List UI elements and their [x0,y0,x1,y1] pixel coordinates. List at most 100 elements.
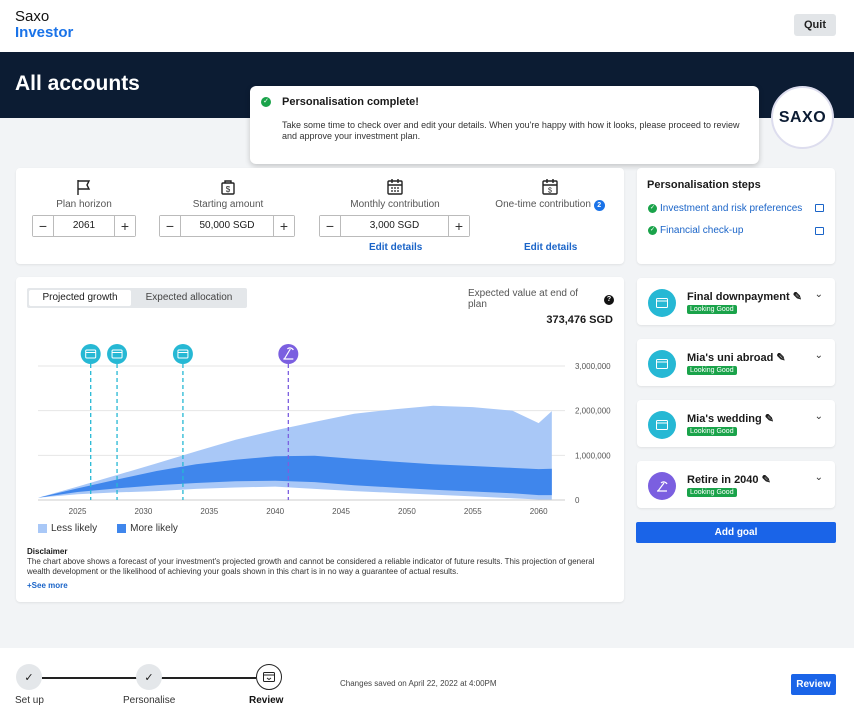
help-icon[interactable]: ? [604,295,614,305]
tab-expected-allocation[interactable]: Expected allocation [145,292,233,303]
chevron-down-icon[interactable]: ⌄ [814,411,823,422]
disclaimer-text: The chart above shows a forecast of your… [27,557,595,576]
legend-more-likely: More likely [130,523,178,534]
check-icon: ✓ [648,226,657,235]
plan-horizon-label: Plan horizon [56,199,112,210]
chevron-down-icon[interactable]: ⌄ [814,472,823,483]
y-tick-label: 1,000,000 [575,451,611,460]
plan-horizon-value[interactable]: 2061 [53,216,115,236]
tab-projected-growth[interactable]: Projected growth [29,290,131,306]
starting-amount-stepper[interactable]: − 50,000 SGD + [159,215,295,237]
status-badge: Looking Good [687,366,737,375]
goal-card-final-downpayment[interactable]: Final downpayment ✎ Looking Good ⌄ [637,278,835,325]
chevron-down-icon[interactable]: ⌄ [814,289,823,300]
notification-toast: ✓ Personalisation complete! Take some ti… [250,86,759,164]
starting-amount-group: $ Starting amount [178,178,278,210]
decrement-button[interactable]: − [160,216,180,236]
legend-less-likely: Less likely [51,523,98,534]
goal-name: Mia's uni abroad ✎ [687,352,786,364]
step-complete-icon: ✓ [16,664,42,690]
svg-text:$: $ [548,188,552,195]
step-complete-icon: ✓ [136,664,162,690]
goal-card-retire-in-2040[interactable]: Retire in 2040 ✎ Looking Good ⌄ [637,461,835,508]
chart-legend: Less likely More likely [38,523,178,534]
external-link-icon[interactable] [815,227,824,235]
x-tick-label: 2025 [69,507,87,516]
step-review-label: Review [249,695,284,706]
x-tick-label: 2055 [464,507,482,516]
review-icon [256,664,282,690]
toast-message: Take some time to check over and edit yo… [282,120,740,141]
one-time-contribution-group: $ One-time contribution 2 [488,178,612,211]
beach-icon [648,472,676,500]
x-tick-label: 2045 [332,507,350,516]
progress-line [42,677,142,679]
increment-button[interactable]: + [274,216,294,236]
growth-chart: 0 1,000,000 2,000,000 3,000,000 2025 2030 2035… [38,344,611,516]
status-badge: Looking Good [687,488,737,497]
starting-amount-label: Starting amount [192,199,264,210]
increment-button[interactable]: + [449,216,469,236]
review-button[interactable]: Review [791,674,836,695]
y-tick-label: 0 [575,496,580,505]
x-tick-label: 2060 [530,507,548,516]
decrement-button[interactable]: − [33,216,53,236]
check-icon: ✓ [648,204,657,213]
status-badge: Looking Good [687,427,737,436]
beach-icon [278,344,299,364]
card-icon [648,411,676,439]
beach-icon-shape [283,347,294,360]
chart-tabs: Projected growth Expected allocation [27,288,247,308]
increment-button[interactable]: + [115,216,135,236]
card-icon [107,344,128,364]
step-financial-checkup[interactable]: ✓ Financial check-up [648,225,743,236]
plan-horizon-stepper[interactable]: − 2061 + [32,215,136,237]
brand-product: Investor [15,24,74,41]
card-icon-shape [177,349,189,359]
monthly-contribution-label: Monthly contribution [350,199,440,210]
monthly-contribution-stepper[interactable]: − 3,000 SGD + [319,215,470,237]
monthly-contribution-value[interactable]: 3,000 SGD [340,216,449,236]
edit-details-link[interactable]: Edit details [369,242,423,253]
decrement-button[interactable]: − [320,216,340,236]
brand-name: Saxo [15,8,50,25]
monthly-contribution-group: Monthly contribution [330,178,460,210]
personalisation-steps-card [637,168,835,264]
step-setup-label: Set up [15,695,44,706]
card-icon-shape [111,349,123,359]
toast-title: Personalisation complete! [282,96,419,108]
step-investment-risk[interactable]: ✓ Investment and risk preferences [648,203,802,214]
step-label[interactable]: Investment and risk preferences [660,203,803,214]
edit-details-link[interactable]: Edit details [524,242,578,253]
y-tick-label: 3,000,000 [575,362,611,371]
see-more-link[interactable]: +See more [27,581,68,590]
more-likely-band [38,455,552,498]
x-tick-label: 2035 [200,507,218,516]
saved-status: Changes saved on April 22, 2022 at 4:00P… [340,679,497,688]
svg-text:$: $ [226,185,231,194]
page-title: All accounts [15,72,140,95]
quit-button[interactable]: Quit [794,14,836,36]
progress-line [160,677,256,679]
calendar-icon [387,179,403,195]
step-label[interactable]: Financial check-up [660,225,744,236]
x-tick-label: 2040 [266,507,284,516]
card-icon [648,350,676,378]
legend-swatch-less [38,524,47,533]
starting-amount-value[interactable]: 50,000 SGD [180,216,274,236]
chevron-down-icon[interactable]: ⌄ [814,350,823,361]
one-time-contribution-label: One-time contribution [495,199,591,210]
card-icon [80,344,101,364]
add-goal-button[interactable]: Add goal [636,522,836,543]
see-more-label[interactable]: See more [31,581,68,590]
status-badge: Looking Good [687,305,737,314]
external-link-icon[interactable] [815,204,824,212]
goal-name: Mia's wedding ✎ [687,413,775,425]
goal-card-mias-uni-abroad[interactable]: Mia's uni abroad ✎ Looking Good ⌄ [637,339,835,386]
x-tick-label: 2030 [135,507,153,516]
goal-card-mias-wedding[interactable]: Mia's wedding ✎ Looking Good ⌄ [637,400,835,447]
step-personalise-label: Personalise [123,695,176,706]
card-icon-shape [85,349,97,359]
saxo-logo: SAXO [771,86,834,149]
count-badge: 2 [593,200,605,211]
